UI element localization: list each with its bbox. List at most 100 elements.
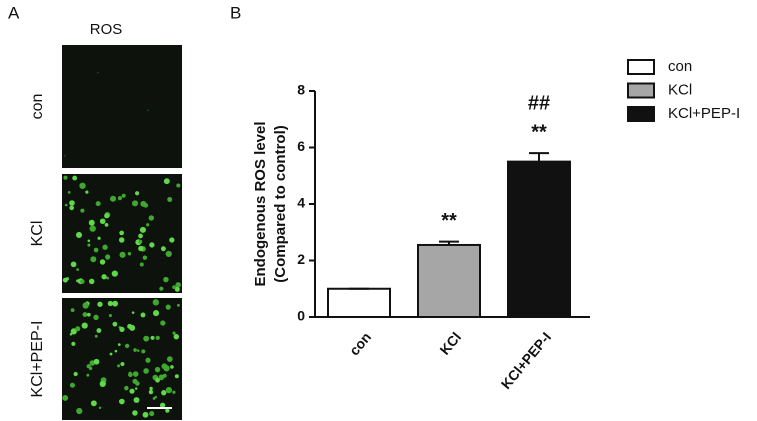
cell bbox=[145, 357, 151, 363]
row-label: con bbox=[29, 94, 46, 120]
cell bbox=[148, 215, 155, 221]
x-tick-label: con bbox=[346, 329, 374, 358]
cell bbox=[87, 239, 91, 243]
cell bbox=[107, 300, 113, 307]
cell bbox=[97, 301, 103, 307]
cell bbox=[159, 286, 164, 291]
legend-swatch bbox=[627, 106, 655, 122]
cell bbox=[120, 361, 125, 367]
legend-label: KCl+PEP-I bbox=[668, 105, 740, 122]
y-tick-label: 2 bbox=[297, 251, 305, 267]
cell bbox=[111, 270, 118, 277]
cell bbox=[133, 348, 137, 352]
column-label: ROS bbox=[90, 21, 123, 38]
cell bbox=[62, 395, 69, 401]
cell bbox=[97, 236, 101, 240]
legend-swatch bbox=[627, 59, 655, 75]
cell bbox=[132, 410, 138, 416]
cell bbox=[160, 320, 166, 326]
cell bbox=[76, 407, 83, 415]
cell bbox=[138, 245, 144, 252]
cell bbox=[132, 200, 139, 206]
cell bbox=[140, 312, 146, 318]
x-tick-label: KCl+PEP-I bbox=[498, 329, 555, 392]
bar bbox=[507, 160, 571, 318]
bar bbox=[417, 243, 481, 318]
cell bbox=[142, 255, 148, 260]
cell bbox=[98, 406, 102, 410]
cell bbox=[106, 276, 110, 280]
cell bbox=[150, 335, 155, 340]
cell bbox=[89, 360, 96, 366]
significance-label: ** bbox=[531, 121, 547, 143]
cell bbox=[118, 398, 125, 405]
cell bbox=[75, 231, 83, 239]
cell bbox=[174, 286, 180, 292]
cell bbox=[99, 380, 106, 388]
cell bbox=[128, 371, 132, 375]
legend-label: con bbox=[668, 58, 692, 75]
cell bbox=[117, 343, 121, 346]
cell bbox=[99, 259, 106, 265]
cell bbox=[89, 225, 96, 232]
cell bbox=[112, 321, 118, 327]
cell bbox=[117, 196, 123, 201]
y-tick-label: 4 bbox=[297, 195, 305, 211]
cell bbox=[70, 328, 77, 335]
cell bbox=[152, 397, 156, 400]
cell bbox=[82, 312, 88, 318]
cell bbox=[160, 246, 166, 252]
cell bbox=[140, 200, 147, 207]
cell bbox=[117, 364, 121, 368]
cell bbox=[132, 371, 139, 377]
cell bbox=[163, 365, 170, 372]
cell bbox=[159, 402, 166, 408]
cell bbox=[96, 328, 102, 333]
cell bbox=[133, 397, 140, 403]
cell bbox=[147, 109, 149, 112]
cell bbox=[124, 385, 129, 391]
cell bbox=[129, 388, 135, 394]
cell bbox=[99, 218, 106, 225]
cell bbox=[86, 312, 91, 317]
cell bbox=[69, 382, 75, 388]
cell bbox=[63, 175, 68, 180]
cell bbox=[104, 223, 109, 227]
cell bbox=[118, 237, 125, 243]
cell bbox=[172, 331, 176, 335]
cell bbox=[165, 304, 171, 310]
legend-swatch bbox=[627, 82, 655, 99]
cell bbox=[173, 334, 179, 340]
cell bbox=[109, 352, 113, 356]
cell bbox=[104, 213, 110, 219]
cell bbox=[79, 182, 86, 189]
cell bbox=[70, 261, 77, 268]
cell bbox=[102, 244, 108, 250]
cell bbox=[119, 251, 126, 258]
legend-label: KCl bbox=[668, 81, 692, 98]
cell bbox=[163, 178, 170, 185]
cell bbox=[148, 389, 154, 395]
y-axis-label: (Compared to control) bbox=[272, 125, 289, 283]
cell bbox=[114, 349, 118, 353]
cell bbox=[131, 311, 135, 314]
cell bbox=[177, 303, 180, 307]
cell bbox=[119, 230, 124, 236]
cell bbox=[110, 195, 117, 202]
cell bbox=[141, 349, 146, 354]
cell bbox=[124, 343, 130, 349]
cell bbox=[172, 285, 177, 290]
micrograph bbox=[62, 45, 182, 168]
cell bbox=[146, 223, 150, 227]
cell bbox=[170, 365, 174, 369]
cell bbox=[139, 226, 147, 233]
cell bbox=[165, 408, 170, 413]
cell bbox=[87, 243, 91, 247]
cell bbox=[88, 278, 95, 285]
cell bbox=[175, 282, 181, 288]
cell bbox=[165, 250, 172, 258]
cell bbox=[154, 366, 161, 373]
cell bbox=[138, 239, 143, 244]
cell bbox=[86, 373, 90, 377]
